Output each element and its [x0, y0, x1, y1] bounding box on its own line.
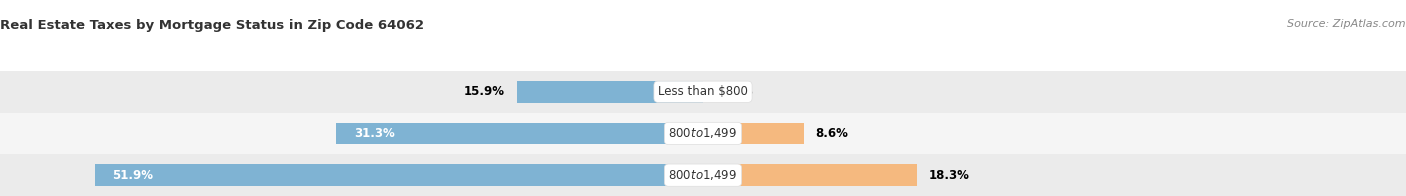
- Text: Real Estate Taxes by Mortgage Status in Zip Code 64062: Real Estate Taxes by Mortgage Status in …: [0, 19, 425, 32]
- Bar: [0, 113, 1406, 154]
- Bar: [703, 164, 917, 186]
- Text: $800 to $1,499: $800 to $1,499: [668, 126, 738, 141]
- Text: Less than $800: Less than $800: [658, 85, 748, 98]
- Text: 15.9%: 15.9%: [464, 85, 505, 98]
- Text: 31.3%: 31.3%: [354, 127, 395, 140]
- Text: 51.9%: 51.9%: [112, 169, 153, 182]
- Text: Source: ZipAtlas.com: Source: ZipAtlas.com: [1288, 19, 1406, 29]
- Bar: [336, 123, 703, 144]
- Bar: [703, 123, 804, 144]
- Text: 18.3%: 18.3%: [929, 169, 970, 182]
- Bar: [517, 81, 703, 103]
- Text: 8.6%: 8.6%: [815, 127, 848, 140]
- Bar: [0, 71, 1406, 113]
- Text: 0.0%: 0.0%: [721, 85, 754, 98]
- Text: $800 to $1,499: $800 to $1,499: [668, 168, 738, 182]
- Bar: [94, 164, 703, 186]
- Bar: [0, 154, 1406, 196]
